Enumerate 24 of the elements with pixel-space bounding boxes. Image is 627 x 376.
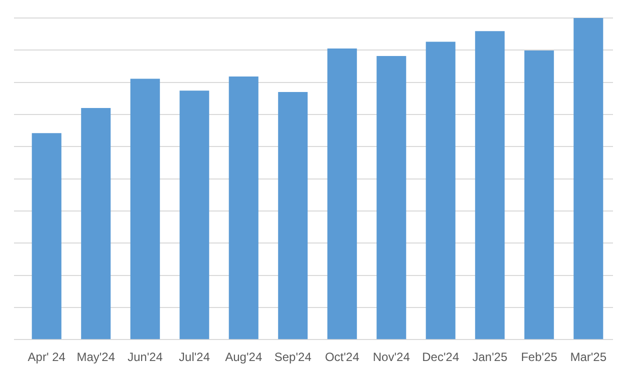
bar [278, 92, 308, 340]
x-tick-label: Oct'24 [324, 350, 360, 364]
x-tick-label: Mar'25 [570, 350, 607, 364]
bar [574, 18, 604, 340]
bar [32, 133, 62, 340]
x-tick-label: Jun'24 [128, 350, 163, 364]
bar [228, 76, 258, 340]
x-tick-label: Jul'24 [178, 350, 210, 364]
bar [376, 56, 406, 340]
bar [81, 108, 111, 340]
x-tick-label: Dec'24 [422, 350, 460, 364]
bar [426, 42, 456, 340]
x-tick-label: Feb'25 [520, 350, 558, 364]
x-tick-label: May'24 [76, 350, 116, 364]
x-tick-label: Jan'25 [472, 350, 508, 364]
bar [475, 31, 505, 340]
bar [327, 48, 357, 340]
bar [524, 50, 554, 340]
x-tick-label: Apr' 24 [28, 350, 66, 364]
x-tick-label: Sep'24 [274, 350, 312, 364]
x-tick-label: Nov'24 [372, 350, 410, 364]
bar [130, 78, 160, 340]
bar [180, 90, 210, 340]
x-tick-label: Aug'24 [225, 350, 262, 364]
